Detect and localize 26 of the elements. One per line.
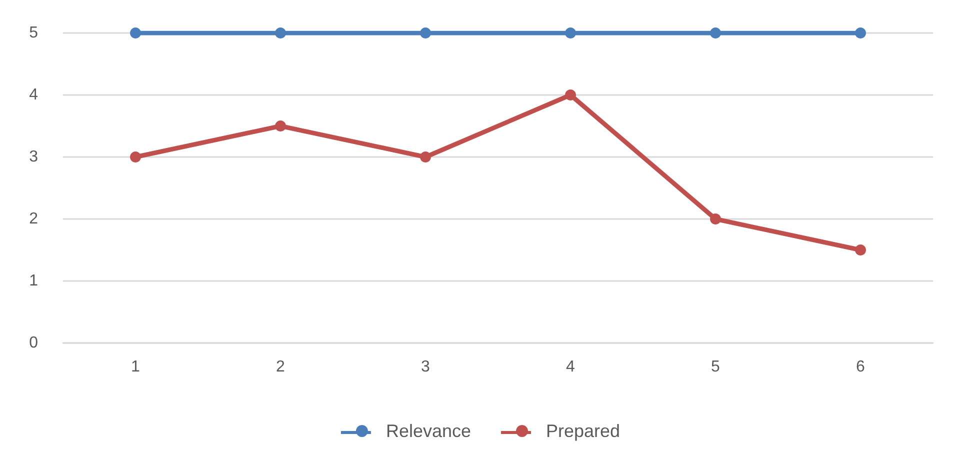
x-tick-label: 5 — [711, 358, 720, 376]
x-tick-label: 6 — [856, 358, 866, 376]
point — [420, 152, 431, 162]
y-tick-label: 2 — [29, 210, 38, 228]
legend-label: Relevance — [386, 421, 472, 441]
x-tick-label: 2 — [276, 358, 286, 376]
point — [130, 152, 141, 162]
point — [420, 28, 431, 38]
y-tick-label: 3 — [29, 148, 38, 166]
y-tick-label: 0 — [29, 334, 38, 352]
x-tick-label: 3 — [421, 358, 430, 376]
y-tick-label: 5 — [29, 24, 38, 42]
x-tick-label: 4 — [566, 358, 576, 376]
point — [130, 28, 141, 38]
point — [565, 90, 576, 100]
point — [565, 28, 576, 38]
y-tick-label: 1 — [29, 272, 38, 290]
point — [710, 28, 721, 38]
point — [275, 120, 286, 132]
point — [275, 28, 286, 38]
point — [710, 214, 721, 224]
point — [855, 244, 866, 256]
x-tick-label: 1 — [131, 358, 140, 376]
legend-label: Prepared — [546, 421, 620, 441]
point — [855, 28, 866, 38]
y-tick-label: 4 — [29, 86, 38, 104]
